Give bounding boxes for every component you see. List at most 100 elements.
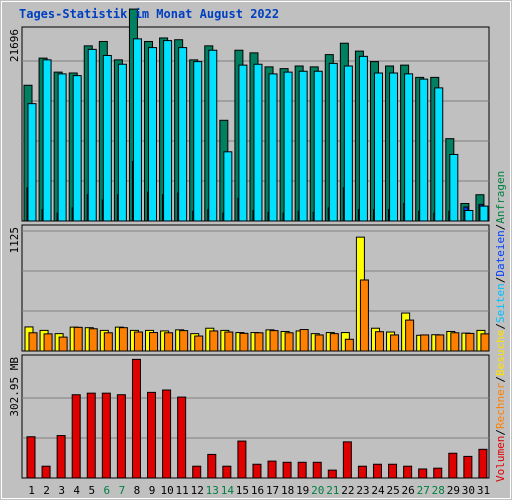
bar-volumen-day-21 [327,469,337,479]
bar-seiten-day-22 [343,65,353,222]
day-label-12: 12 [191,484,204,497]
bar-rechner-day-19 [299,329,309,352]
bar-rechner-day-22 [344,338,354,352]
bar-volumen-day-1 [26,436,36,479]
bar-volumen-day-27 [418,468,428,479]
legend-item-5: / [494,323,507,330]
bar-seiten-day-14 [223,151,233,222]
day-label-25: 25 [386,484,399,497]
day-label-18: 18 [281,484,294,497]
bar-rechner-day-7 [118,327,128,352]
day-label-17: 17 [266,484,279,497]
bar-seiten-day-18 [283,71,293,222]
day-label-24: 24 [371,484,385,497]
bar-seiten-day-19 [298,70,308,222]
bar-seiten-day-31 [479,205,489,222]
bar-volumen-day-24 [372,463,382,479]
bar-volumen-day-26 [403,465,413,479]
bar-rechner-day-31 [480,333,490,352]
bar-volumen-day-5 [86,392,96,479]
bar-volumen-day-8 [131,358,141,479]
bar-volumen-day-22 [342,441,352,479]
bar-volumen-day-3 [56,435,66,479]
day-label-21: 21 [326,484,339,497]
bar-rechner-day-23 [359,279,369,352]
day-label-15: 15 [236,484,249,497]
bar-seiten-day-16 [253,63,263,222]
day-label-13: 13 [206,484,219,497]
day-label-10: 10 [160,484,173,497]
bar-rechner-day-5 [88,328,98,352]
bar-rechner-day-6 [103,332,113,352]
bar-volumen-day-25 [388,463,398,479]
bar-rechner-day-2 [43,333,53,352]
bar-seiten-day-24 [373,72,383,222]
bar-volumen-day-10 [162,389,172,479]
bar-volumen-day-13 [207,453,217,479]
day-label-16: 16 [251,484,264,497]
bar-volumen-day-14 [222,465,232,479]
bar-volumen-day-15 [237,440,247,479]
bar-rechner-day-15 [239,332,249,352]
day-label-3: 3 [58,484,65,497]
day-label-2: 2 [43,484,50,497]
legend-item-4: Besuche [494,330,507,376]
bar-rechner-day-25 [390,334,400,352]
bar-volumen-day-28 [433,467,443,479]
bar-volumen-day-29 [448,452,458,479]
bar-seiten-day-2 [42,59,52,222]
bar-seiten-day-4 [72,75,82,222]
bar-seiten-day-12 [193,61,203,222]
bar-volumen-day-20 [312,461,322,479]
bar-seiten-day-27 [419,78,429,222]
bar-rechner-day-21 [329,333,339,352]
bar-seiten-day-29 [449,153,459,222]
day-label-31: 31 [477,484,490,497]
legend-item-8: Dateien [494,230,507,276]
legend-item-1: / [494,429,507,436]
bar-rechner-day-18 [284,332,294,352]
bar-volumen-day-23 [357,465,367,479]
legend-item-6: Seiten [494,283,507,323]
legend-item-9: / [494,224,507,231]
legend-text: Volumen/Rechner/Besuche/Seiten/Dateien/A… [494,171,507,482]
bar-rechner-day-1 [28,332,38,352]
chart-title: Tages-Statistik im Monat August 2022 [19,7,280,21]
bar-volumen-day-31 [478,448,488,479]
day-label-8: 8 [134,484,141,497]
bar-rechner-day-30 [465,332,475,352]
bar-rechner-day-27 [420,334,430,352]
bar-seiten-day-1 [27,103,37,222]
bar-seiten-day-28 [434,87,444,222]
bar-seiten-day-6 [102,54,112,222]
bar-rechner-day-14 [224,331,234,352]
bar-rechner-day-28 [435,334,445,352]
bar-rechner-day-24 [374,331,384,352]
bar-volumen-day-12 [192,465,202,479]
legend-item-3: / [494,376,507,383]
bar-volumen-day-18 [282,461,292,479]
bar-seiten-day-13 [208,49,218,222]
bar-volumen-day-6 [101,392,111,479]
bar-rechner-day-20 [314,334,324,352]
day-label-28: 28 [432,484,445,497]
legend-item-7: / [494,277,507,284]
bar-rechner-day-17 [269,330,279,352]
day-label-30: 30 [462,484,475,497]
bar-seiten-day-8 [132,38,142,222]
day-label-6: 6 [104,484,111,497]
bar-rechner-day-4 [73,326,83,352]
legend-item-0: Volumen [494,436,507,482]
bar-volumen-day-16 [252,463,262,479]
bar-rechner-day-9 [149,332,159,352]
bar-volumen-day-19 [297,461,307,479]
day-label-7: 7 [119,484,126,497]
day-label-1: 1 [28,484,35,497]
panel-bottom [21,354,490,479]
bar-seiten-day-20 [313,70,323,222]
day-label-20: 20 [311,484,324,497]
bar-seiten-day-11 [178,47,188,222]
bar-volumen-day-11 [177,396,187,479]
